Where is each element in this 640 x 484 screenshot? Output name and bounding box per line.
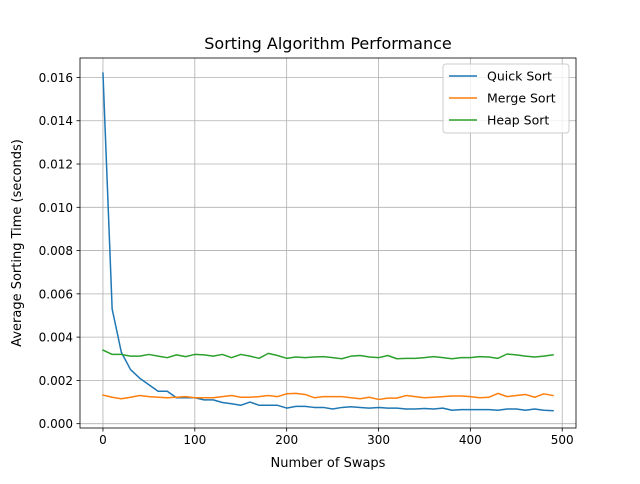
y-tick-label: 0.012 [39, 158, 73, 172]
x-tick: 400 [459, 428, 482, 447]
x-tick-label: 400 [459, 433, 482, 447]
x-axis-ticks: 0 100 200 300 400 500 [99, 428, 574, 447]
legend-label: Heap Sort [487, 113, 549, 128]
x-tick: 500 [551, 428, 574, 447]
x-tick-label: 100 [183, 433, 206, 447]
y-tick: 0.016 [39, 71, 80, 85]
y-tick: 0.010 [39, 201, 80, 215]
y-tick-label: 0.008 [39, 244, 73, 258]
x-tick: 200 [275, 428, 298, 447]
y-tick-label: 0.004 [39, 331, 73, 345]
x-axis-label: Number of Swaps [271, 456, 386, 471]
y-tick: 0.014 [39, 114, 80, 128]
legend-label: Quick Sort [487, 69, 552, 84]
merge-sort-line [102, 392, 554, 401]
y-tick-label: 0.000 [39, 417, 73, 431]
y-tick: 0.006 [39, 287, 80, 301]
y-tick: 0.012 [39, 158, 80, 172]
y-tick: 0.008 [39, 244, 80, 258]
y-tick-label: 0.016 [39, 71, 73, 85]
legend-item-merge-sort: Merge Sort [449, 91, 556, 106]
x-tick-label: 200 [275, 433, 298, 447]
plot-frame [79, 57, 577, 429]
y-tick-label: 0.014 [39, 114, 73, 128]
y-tick-label: 0.006 [39, 287, 73, 301]
x-tick-label: 300 [367, 433, 390, 447]
y-tick-label: 0.010 [39, 201, 73, 215]
x-tick-label: 500 [551, 433, 574, 447]
y-tick: 0.002 [39, 374, 80, 388]
legend-box [442, 63, 570, 134]
y-axis-ticks: 0.000 0.002 0.004 0.006 0.008 0.010 0.012 0.014… [39, 71, 80, 431]
legend: Quick Sort Merge Sort Heap Sort [442, 63, 570, 134]
x-tick: 0 [99, 428, 107, 447]
x-tick: 300 [367, 428, 390, 447]
chart-title: Sorting Algorithm Performance [204, 34, 451, 53]
x-tick-label: 0 [99, 433, 107, 447]
y-axis-label: Average Sorting Time (seconds) [10, 139, 25, 347]
series-lines [101, 72, 554, 412]
y-tick: 0.000 [39, 417, 80, 431]
legend-item-quick-sort: Quick Sort [449, 69, 552, 84]
heap-sort-line [101, 349, 554, 360]
legend-label: Merge Sort [487, 91, 556, 106]
x-tick: 100 [183, 428, 206, 447]
y-tick-label: 0.002 [39, 374, 73, 388]
legend-item-heap-sort: Heap Sort [449, 113, 549, 128]
y-tick: 0.004 [39, 331, 80, 345]
